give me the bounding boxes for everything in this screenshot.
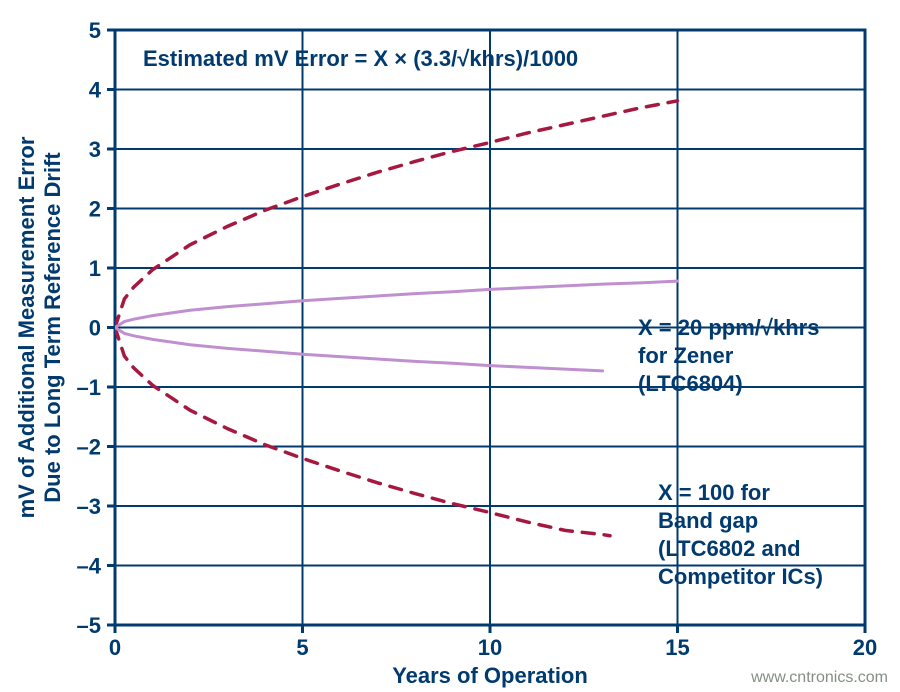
annotation-zener-line1: for Zener [638,343,734,368]
x-tick-label: 5 [296,635,308,660]
annotation-zener-line2: (LTC6804) [638,371,743,396]
x-axis-label: Years of Operation [392,663,588,688]
annotation-zener-line0: X = 20 ppm/√khrs [638,315,819,340]
y-tick-label: 5 [89,18,101,43]
drift-error-chart: 0 5 10 15 20 –5 –4 –3 –2 –1 0 1 2 3 4 5 Years of Operati… [0,0,900,692]
y-tick-label: –2 [77,435,101,460]
y-tick-label: –4 [77,554,102,579]
x-tick-label: 10 [478,635,502,660]
annotation-bandgap-line3: Competitor ICs) [658,564,823,589]
y-tick-label: 2 [89,197,101,222]
x-tick-label: 20 [853,635,877,660]
x-tick-label: 0 [109,635,121,660]
y-tick-label: 1 [89,256,101,281]
y-tick-label: –5 [77,613,101,638]
annotation-bandgap-line2: (LTC6802 and [658,536,801,561]
y-axis-label-line2: Due to Long Term Reference Drift [40,152,65,503]
chart-title-formula: Estimated mV Error = X × (3.3/√khrs)/100… [143,46,578,71]
y-tick-label: 4 [89,78,102,103]
y-tick-label: 3 [89,137,101,162]
annotation-bandgap-line1: Band gap [658,508,758,533]
y-axis-label-line1: mV of Additional Measurement Error [14,136,39,518]
y-tick-label: –3 [77,494,101,519]
y-tick-label: –1 [77,375,101,400]
y-tick-label: 0 [89,316,101,341]
chart-container: 0 5 10 15 20 –5 –4 –3 –2 –1 0 1 2 3 4 5 Years of Operati… [0,0,900,692]
watermark: www.cntronics.com [750,669,888,686]
annotation-bandgap-line0: X = 100 for [658,480,770,505]
x-tick-label: 15 [665,635,689,660]
